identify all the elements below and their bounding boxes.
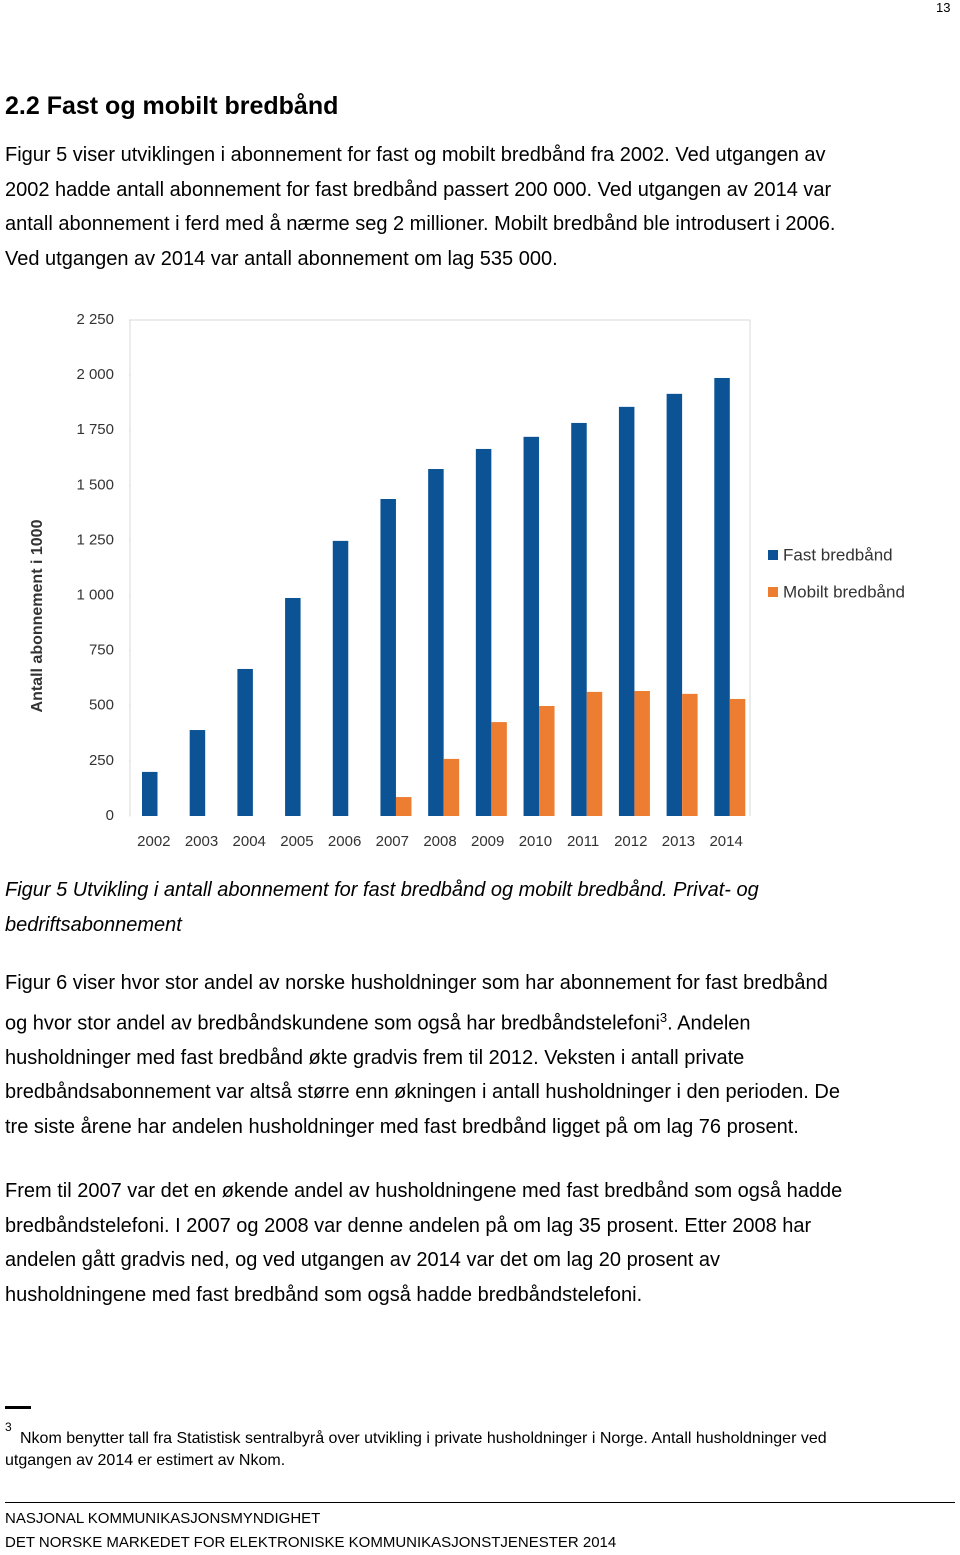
y-axis-label: Antall abonnement i 1000 (29, 519, 46, 712)
text-line: og hvor stor andel av bredbåndskundene s… (5, 1001, 840, 1041)
bar (475, 448, 492, 816)
text-line: husholdningene med fast bredbånd som ogs… (5, 1283, 643, 1306)
bar (380, 499, 396, 816)
bar (539, 705, 555, 816)
bar (332, 540, 349, 816)
text-line: Ved utgangen av 2014 var antall abonneme… (5, 247, 558, 270)
y-tick-label: 0 (106, 807, 114, 824)
bar (237, 668, 253, 816)
bar (714, 377, 730, 816)
text-line: DET NORSKE MARKEDET FOR ELEKTRONISKE KOM… (5, 1534, 617, 1551)
bar (682, 693, 698, 816)
bar (491, 722, 507, 816)
footnote-marker: 3 (5, 1420, 12, 1434)
bar (634, 691, 650, 816)
text-line: andelen gått gradvis ned, og ved utgange… (5, 1249, 720, 1272)
x-tick-label: 2004 (233, 833, 266, 850)
bar (428, 469, 444, 816)
x-tick-label: 2013 (662, 833, 695, 850)
text: . Andelen (667, 1012, 751, 1035)
paragraph: Figur 6 viser hvor stor andel av norske … (5, 966, 840, 1145)
x-tick-label: 2007 (376, 833, 409, 850)
bar (142, 771, 158, 816)
legend-swatch (768, 587, 778, 597)
text-line: tre siste årene har andelen husholdninge… (5, 1116, 799, 1139)
y-tick-label: 500 (89, 697, 114, 714)
bar (189, 730, 206, 816)
bar (443, 758, 460, 816)
bar (285, 597, 301, 816)
x-tick-label: 2010 (519, 833, 552, 850)
bar (523, 436, 540, 816)
chart: 0 250 500 750 1 000 1 250 1 500 1 750 2 000 2 250… (29, 311, 905, 850)
bar (571, 422, 587, 816)
bar (618, 406, 635, 816)
text-line: bredbåndstelefoni. I 2007 og 2008 var de… (5, 1214, 812, 1237)
text-line: Figur 5 Utvikling i antall abonnement fo… (5, 879, 759, 901)
text-line: Nkom benytter tall fra Statistisk sentra… (20, 1430, 827, 1447)
footer: NASJONAL KOMMUNIKASJONSMYNDIGHET DET NOR… (5, 1507, 616, 1555)
heading: 2.2 Fast og mobilt bredbånd (5, 92, 339, 120)
text-line: antall abonnement i ferd med å nærme seg… (5, 213, 836, 236)
y-tick-label: 2 250 (76, 311, 114, 328)
x-tick-label: 2002 (137, 833, 170, 850)
text-line: bredbåndsabonnement var altså større enn… (5, 1081, 840, 1104)
x-tick-label: 2014 (709, 833, 742, 850)
text-line: utgangen av 2014 er estimert av Nkom. (5, 1452, 286, 1469)
bar (395, 797, 412, 816)
x-tick-label: 2009 (471, 833, 504, 850)
text-line: Figur 6 viser hvor stor andel av norske … (5, 972, 828, 994)
y-tick-label: 1 500 (76, 476, 114, 493)
legend-label: Mobilt bredbånd (783, 582, 905, 601)
bar (666, 393, 683, 816)
x-tick-label: 2012 (614, 833, 647, 850)
paragraph: Frem til 2007 var det en økende andel av… (5, 1174, 842, 1312)
y-tick-label: 1 750 (76, 421, 114, 438)
legend-swatch (768, 550, 778, 560)
y-tick-label: 750 (89, 642, 114, 659)
y-tick-label: 1 250 (76, 531, 114, 548)
text-line: 2002 hadde antall abonnement for fast br… (5, 178, 832, 201)
y-tick-label: 2 000 (76, 366, 114, 383)
paragraph: Figur 5 viser utviklingen i abonnement f… (5, 138, 835, 276)
footnote: Nkom benytter tall fra Statistisk sentra… (5, 1428, 827, 1472)
text-line: Frem til 2007 var det en økende andel av… (5, 1180, 843, 1202)
legend-label: Fast bredbånd (783, 545, 893, 564)
x-tick-label: 2003 (185, 833, 218, 850)
footnote-ref: 3 (659, 1009, 668, 1025)
footer-rule (5, 1502, 955, 1503)
footnote-separator (5, 1406, 31, 1409)
text: og hvor stor andel av bredbåndskundene s… (5, 1012, 660, 1035)
text-line: Figur 5 viser utviklingen i abonnement f… (5, 144, 826, 166)
x-tick-label: 2006 (328, 833, 361, 850)
caption: Figur 5 Utvikling i antall abonnement fo… (5, 873, 759, 942)
text-line: bedriftsabonnement (5, 913, 182, 936)
y-tick-label: 250 (89, 752, 114, 769)
text-line: NASJONAL KOMMUNIKASJONSMYNDIGHET (5, 1510, 321, 1527)
plot-frame (129, 319, 751, 816)
text-line: husholdninger med fast bredbånd økte gra… (5, 1046, 745, 1069)
x-tick-label: 2011 (567, 833, 599, 850)
page-number: 13 (936, 0, 951, 15)
bar (729, 698, 746, 816)
y-tick-label: 1 000 (76, 587, 114, 604)
x-tick-label: 2005 (280, 833, 313, 850)
x-tick-label: 2008 (423, 833, 456, 850)
bar (586, 691, 603, 816)
